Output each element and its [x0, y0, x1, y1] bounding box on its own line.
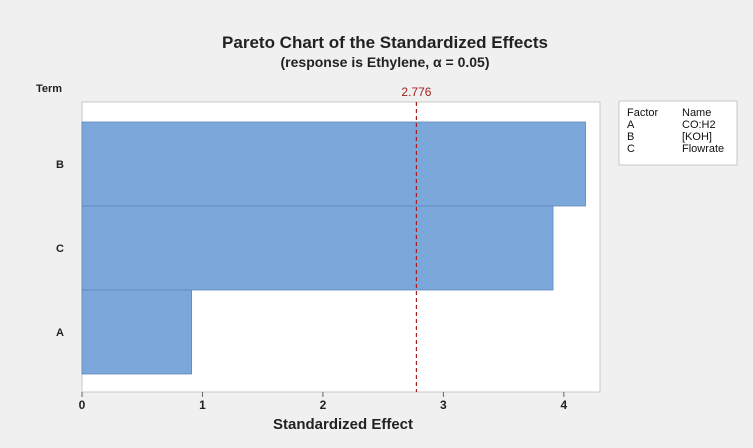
bar-C: [81, 205, 554, 291]
y-axis-label: Term: [36, 83, 62, 95]
x-tick-label: 0: [79, 398, 86, 412]
bars-group: [81, 121, 586, 375]
bar-B: [81, 121, 586, 207]
legend-factor: B: [627, 131, 634, 143]
category-label-A: A: [56, 327, 64, 339]
reference-line-label: 2.776: [401, 85, 431, 99]
chart-title: Pareto Chart of the Standardized Effects: [222, 33, 548, 52]
legend-name: [KOH]: [682, 131, 712, 143]
category-labels: B C A: [56, 159, 64, 339]
x-tick-label: 3: [440, 398, 447, 412]
x-tick-label: 1: [199, 398, 206, 412]
legend-header: Factor: [627, 107, 659, 119]
category-label-B: B: [56, 159, 64, 171]
chart-subtitle: (response is Ethylene, α = 0.05): [281, 54, 490, 70]
legend-name: CO:H2: [682, 119, 716, 131]
legend: Factor Name A CO:H2 B [KOH] C Flowrate: [627, 107, 724, 155]
legend-factor: C: [627, 143, 635, 155]
x-tick-labels: 0 1 2 3 4: [79, 392, 568, 412]
bar-A: [81, 289, 193, 375]
category-label-C: C: [56, 243, 64, 255]
x-tick-label: 4: [561, 398, 568, 412]
x-axis-label: Standardized Effect: [273, 416, 413, 433]
legend-name: Flowrate: [682, 143, 724, 155]
legend-factor: A: [627, 119, 635, 131]
legend-box: [618, 100, 738, 166]
x-tick-label: 2: [320, 398, 327, 412]
legend-header: Name: [682, 107, 711, 119]
